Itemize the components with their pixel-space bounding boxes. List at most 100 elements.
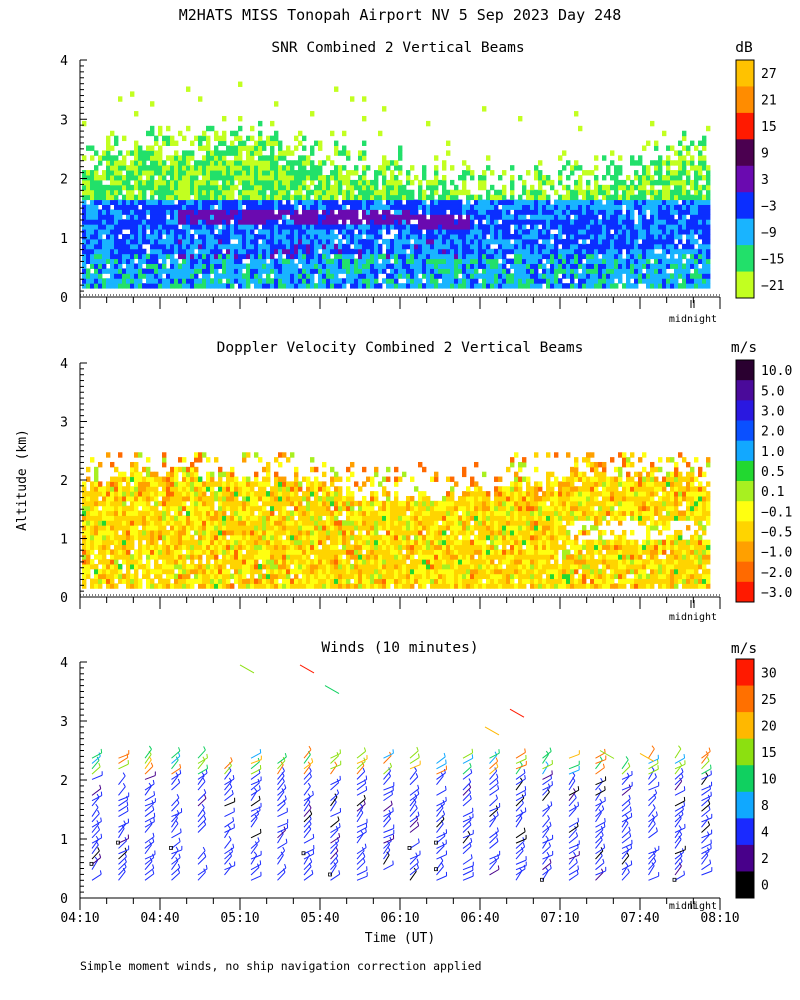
snr-cell	[250, 194, 255, 201]
doppler-cell	[182, 520, 187, 526]
doppler-cell	[282, 544, 287, 550]
snr-cell	[602, 248, 607, 255]
doppler-cell	[246, 495, 251, 502]
snr-cell	[558, 155, 563, 161]
snr-cell	[122, 238, 127, 245]
snr-cell	[442, 194, 447, 201]
snr-cell	[242, 219, 247, 225]
snr-cell	[690, 243, 695, 250]
snr-cell	[498, 214, 503, 220]
snr-cell	[118, 283, 123, 289]
snr-cell	[146, 184, 151, 191]
snr-cell	[86, 189, 91, 196]
doppler-cell	[114, 583, 119, 589]
snr-cell	[650, 283, 655, 289]
snr-cell	[678, 248, 683, 255]
doppler-cell	[202, 500, 207, 507]
doppler-cell	[134, 583, 139, 589]
doppler-cell	[122, 525, 127, 531]
snr-cell	[618, 204, 623, 210]
snr-cell	[462, 170, 467, 176]
snr-cell	[426, 248, 431, 255]
snr-cell	[594, 238, 599, 245]
doppler-cell	[182, 529, 187, 536]
snr-cell	[490, 268, 495, 274]
snr-cell	[566, 194, 571, 201]
doppler-cell	[106, 452, 111, 458]
snr-cell	[270, 135, 275, 142]
snr-cell	[118, 179, 123, 186]
doppler-cell	[234, 568, 239, 575]
snr-cell	[214, 135, 219, 142]
snr-cell	[82, 278, 87, 284]
snr-cell	[202, 204, 207, 210]
snr-cell	[382, 179, 387, 186]
snr-cell	[258, 184, 263, 191]
snr-cell	[402, 283, 407, 289]
snr-cell	[430, 273, 435, 279]
snr-cell	[438, 253, 443, 260]
snr-cell	[314, 184, 319, 191]
snr-cell	[162, 209, 167, 215]
doppler-cell	[118, 563, 123, 570]
snr-cell	[118, 238, 123, 245]
snr-cell	[610, 278, 615, 284]
snr-cell	[386, 283, 391, 289]
doppler-cell	[246, 539, 251, 546]
doppler-cell	[106, 505, 111, 512]
snr-cell	[138, 150, 143, 156]
snr-cell	[258, 140, 263, 146]
snr-cell	[170, 175, 175, 181]
snr-cell	[206, 258, 211, 265]
snr-cell	[590, 189, 595, 196]
doppler-cell	[210, 568, 215, 575]
snr-cell	[634, 283, 639, 289]
snr-cell	[250, 125, 255, 132]
snr-cell	[114, 179, 119, 186]
snr-cell	[246, 219, 251, 225]
snr-cell	[494, 253, 499, 260]
snr-cell	[242, 189, 247, 196]
snr-cell	[154, 140, 159, 146]
snr-cell	[522, 229, 527, 235]
doppler-cell	[266, 534, 271, 541]
snr-cell	[602, 214, 607, 220]
snr-cell	[522, 214, 527, 220]
snr-cell	[218, 189, 223, 196]
snr-cell	[358, 150, 363, 156]
snr-cell	[702, 243, 707, 250]
snr-cell	[394, 209, 399, 215]
snr-cell	[166, 278, 171, 284]
snr-cell	[202, 278, 207, 284]
doppler-cell	[278, 529, 283, 536]
snr-cell	[586, 243, 591, 250]
snr-cell	[238, 243, 243, 250]
doppler-cell	[118, 573, 123, 580]
snr-cell	[218, 170, 223, 176]
snr-cell	[322, 214, 327, 220]
snr-cell	[294, 283, 299, 289]
snr-cell	[374, 219, 379, 225]
snr-cell	[378, 170, 383, 176]
doppler-cell	[266, 500, 271, 507]
doppler-cell	[258, 510, 263, 516]
doppler-cell	[146, 529, 151, 536]
snr-cell	[98, 155, 103, 161]
doppler-cell	[86, 495, 91, 502]
snr-cell	[174, 160, 179, 166]
snr-cell	[226, 258, 231, 265]
snr-cell	[510, 179, 515, 186]
doppler-cell	[98, 515, 103, 521]
doppler-cell	[158, 520, 163, 526]
doppler-cell	[82, 520, 87, 526]
snr-cell	[254, 140, 259, 146]
snr-cell	[130, 248, 135, 255]
snr-cell	[302, 204, 307, 210]
snr-cell	[522, 258, 527, 265]
doppler-cell	[162, 520, 167, 526]
snr-cell	[190, 258, 195, 265]
snr-cell	[242, 194, 247, 201]
snr-cell	[578, 219, 583, 225]
snr-cell	[198, 283, 203, 289]
snr-cell	[606, 229, 611, 235]
